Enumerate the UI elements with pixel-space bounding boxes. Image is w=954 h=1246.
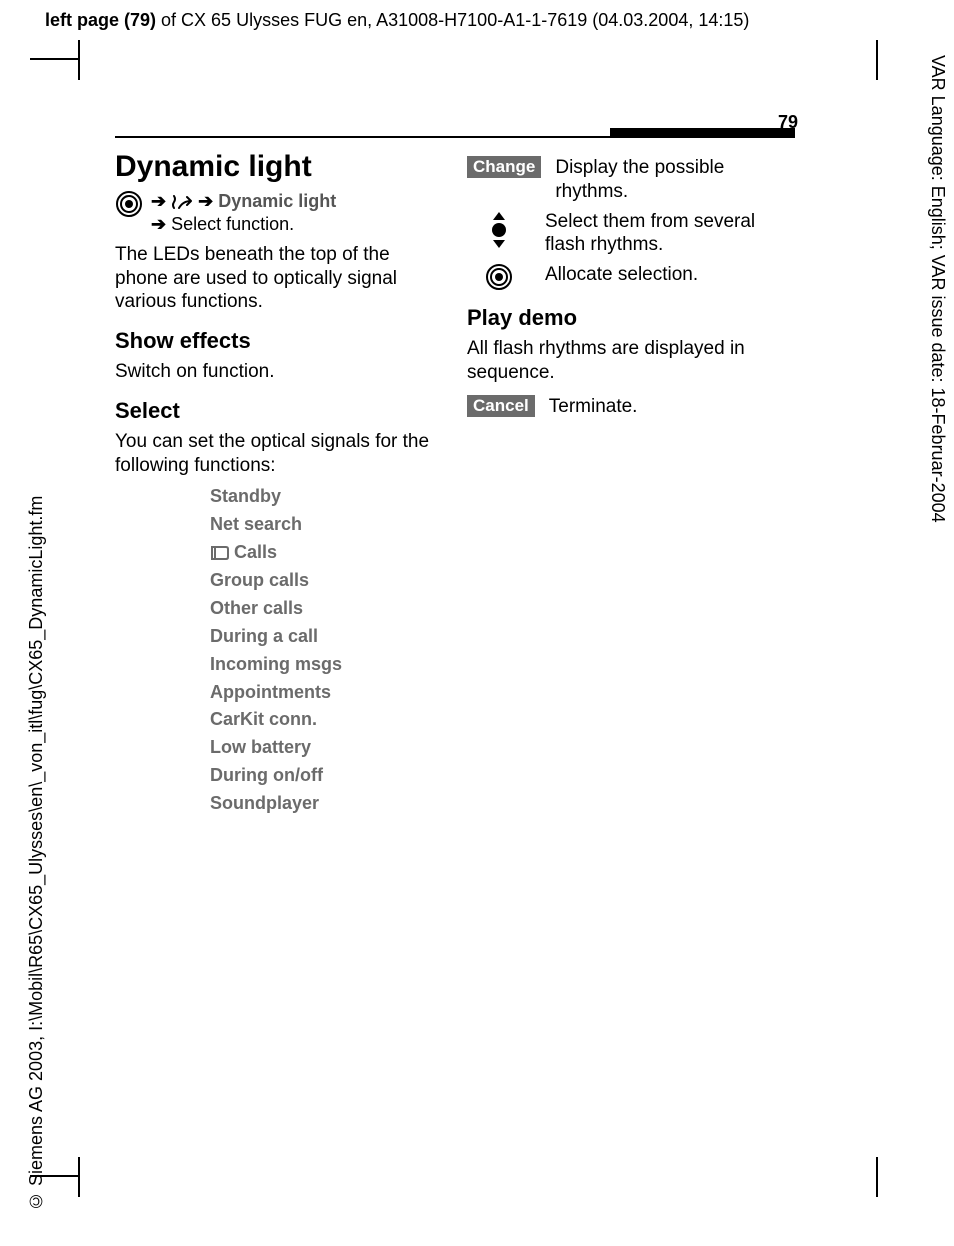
arrow-icon: ➔ [198,191,213,211]
nav-text: ➔ ➔ Dynamic light ➔ Select function. [151,190,336,237]
list-item: Other calls [210,595,443,623]
play-demo-text: All flash rhythms are displayed in seque… [467,337,795,385]
list-item: Net search [210,511,443,539]
scroll-text: Select them from several flash rhythms. [545,210,795,258]
crop-mark [78,40,80,80]
list-item: CarKit conn. [210,706,443,734]
press-row: Allocate selection. [467,263,795,291]
joystick-press-icon [115,190,143,218]
press-text: Allocate selection. [545,263,795,287]
margin-left-text: © Siemens AG 2003, I:\Mobil\R65\CX65_Uly… [26,491,48,1211]
list-item: Group calls [210,567,443,595]
extras-icon [171,191,193,211]
show-effects-text: Switch on function. [115,360,443,384]
arrow-icon: ➔ [151,214,166,234]
cancel-row: Cancel Terminate. [467,395,795,419]
nav-row: ➔ ➔ Dynamic light ➔ Select function. [115,190,443,237]
select-heading: Select [115,398,443,424]
arrow-icon: ➔ [151,191,166,211]
joystick-updown-icon [467,210,531,250]
crop-mark [876,1157,878,1197]
play-demo-heading: Play demo [467,305,795,331]
crop-mark [78,1157,80,1197]
left-column: Dynamic light ➔ ➔ Dynamic light ➔ Select… [115,150,443,818]
crop-mark [876,40,878,80]
scroll-row: Select them from several flash rhythms. [467,210,795,258]
change-text: Display the possible rhythms. [555,156,795,204]
crop-mark [30,58,80,60]
page-rule [115,136,795,138]
list-item: Standby [210,483,443,511]
intro-text: The LEDs beneath the top of the phone ar… [115,243,443,314]
page-rule-thick [610,128,795,136]
joystick-press-icon [467,263,531,291]
header-rest: of CX 65 Ulysses FUG en, A31008-H7100-A1… [156,10,749,30]
right-column: Change Display the possible rhythms. Sel… [467,150,795,818]
section-title: Dynamic light [115,150,443,184]
function-list: Standby Net search Calls Group calls Oth… [210,483,443,818]
list-item: Low battery [210,734,443,762]
list-item: Soundplayer [210,790,443,818]
list-item: During on/off [210,762,443,790]
header-line: left page (79) of CX 65 Ulysses FUG en, … [45,10,749,31]
list-item: During a call [210,623,443,651]
change-softkey: Change [467,156,541,178]
cancel-text: Terminate. [549,395,795,419]
nav-select: Select function. [171,214,294,234]
list-item: Appointments [210,679,443,707]
select-text: You can set the optical signals for the … [115,430,443,478]
nav-label: Dynamic light [218,191,336,211]
margin-right-text: VAR Language: English; VAR issue date: 1… [926,55,948,855]
list-item: Incoming msgs [210,651,443,679]
addressbook-icon [210,542,234,562]
content-area: Dynamic light ➔ ➔ Dynamic light ➔ Select… [115,150,795,818]
change-row: Change Display the possible rhythms. [467,156,795,204]
header-prefix: left page (79) [45,10,156,30]
cancel-softkey: Cancel [467,395,535,417]
show-effects-heading: Show effects [115,328,443,354]
list-item: Calls [210,539,443,567]
